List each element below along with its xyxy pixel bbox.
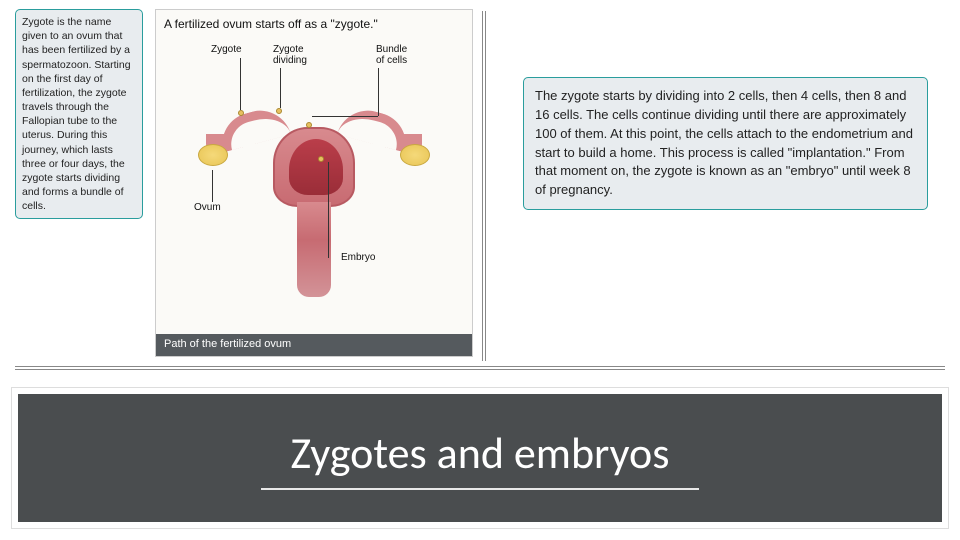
anatomy-diagram-panel: A fertilized ovum starts off as a "zygot… [155,9,473,357]
ovary-left [198,144,228,166]
left-caption-box: Zygote is the name given to an ovum that… [15,9,143,219]
title-panel: Zygotes and embryos [12,388,948,528]
lead-ovum [212,170,213,202]
lead-bundle-v [378,68,379,116]
uterus-diagram: Zygote Zygote dividing Bundle of cells O… [156,42,472,317]
diagram-caption-text: Path of the fertilized ovum [164,338,291,350]
lead-embryo [328,162,329,258]
label-ovum: Ovum [194,202,221,213]
label-zygote-dividing: Zygote dividing [273,44,318,66]
lead-zygote [240,58,241,110]
uterus-body [273,127,355,207]
vertical-divider [482,11,486,361]
label-bundle: Bundle of cells [376,44,416,66]
lead-dividing [280,68,281,108]
zygote-dot [238,110,244,116]
right-caption-text: The zygote starts by dividing into 2 cel… [535,88,913,197]
bundle-dot [306,122,312,128]
label-embryo: Embryo [341,252,375,263]
right-caption-box: The zygote starts by dividing into 2 cel… [523,77,928,210]
embryo-dot [318,156,324,162]
slide-title: Zygotes and embryos [261,426,700,490]
label-zygote: Zygote [211,44,242,55]
cervix-vagina [297,202,331,297]
lead-bundle-h [312,116,378,117]
diagram-caption-bar: Path of the fertilized ovum [156,334,472,356]
dividing-dot [276,108,282,114]
top-content: Zygote is the name given to an ovum that… [15,5,945,370]
diagram-title: A fertilized ovum starts off as a "zygot… [156,10,472,31]
left-caption-text: Zygote is the name given to an ovum that… [22,16,131,212]
ovary-right [400,144,430,166]
